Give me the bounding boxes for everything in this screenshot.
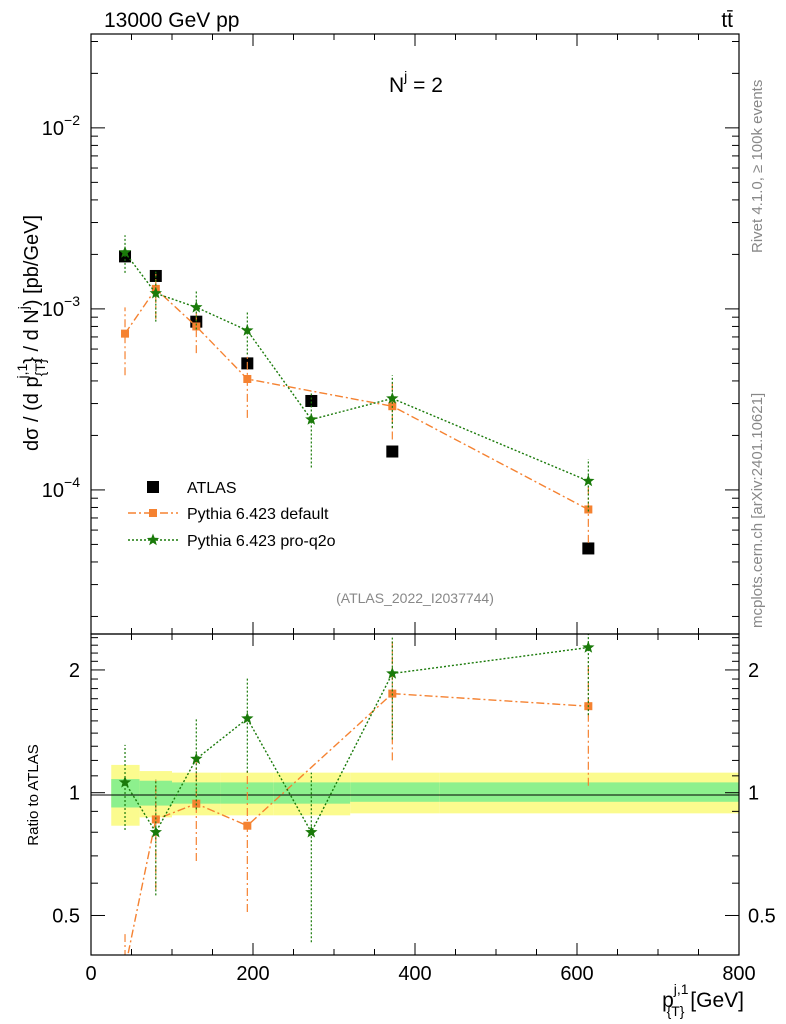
band-green-bin <box>350 782 440 802</box>
legend-label-atlas: ATLAS <box>187 480 237 497</box>
pythia-6-423-pro-q2o-point <box>118 775 132 788</box>
legend-label-pythia-6-423-default: Pythia 6.423 default <box>187 506 329 523</box>
pythia-6-423-pro-q2o-point <box>582 474 595 487</box>
ratio-y-axis-label: Ratio to ATLAS <box>25 744 42 845</box>
x-axis-label: pj,1 {T} [GeV] <box>662 981 744 1019</box>
pythia-6-423-default-point <box>121 965 129 973</box>
main-y-axis-label: dσ / (d p{T}j,1} / d Nj) [pb/GeV] <box>14 215 48 451</box>
y-tick-label: 10−2 <box>42 112 80 140</box>
legend-label-pythia-6-423-pro-q2o: Pythia 6.423 pro-q2o <box>187 533 336 550</box>
pythia-6-423-default-point <box>121 329 130 338</box>
ratio-y-tick-label: 0.5 <box>52 905 80 927</box>
rivet-version-text: Rivet 4.1.0, ≥ 100k events <box>749 80 766 253</box>
ratio-plot-series <box>118 634 595 973</box>
jet-multiplicity-annotation: Nj = 2 <box>389 68 443 97</box>
process-title: 13000 GeV pp <box>104 9 239 32</box>
atlas-point <box>386 445 399 458</box>
axis-tick-labels: 0 200 400 600 800 10−2 10−3 10−4 0.5 0.5 1 1 2 2 <box>42 112 776 985</box>
atlas-point <box>582 542 595 555</box>
pythia-6-423-default-point <box>192 322 201 331</box>
legend-marker-atlas <box>147 481 159 493</box>
pythia-6-423-pro-q2o-line <box>124 252 589 482</box>
pythia-6-423-pro-q2o-point <box>241 712 254 724</box>
x-tick-label: 200 <box>236 963 269 985</box>
pythia-6-423-pro-q2o-point <box>118 246 132 258</box>
x-tick-label: 600 <box>560 963 593 985</box>
analysis-id: (ATLAS_2022_I2037744) <box>336 590 494 606</box>
pythia-6-423-pro-q2o-point <box>305 413 318 425</box>
x-tick-label: 400 <box>398 963 431 985</box>
main-plot-series <box>118 235 595 555</box>
ratio-y-tick-label-right: 1 <box>748 783 759 805</box>
final-state-title: tt̄ <box>721 9 733 32</box>
pythia-6-423-pro-q2o-point <box>305 825 318 838</box>
band-green-bin <box>439 782 739 802</box>
x-tick-label: 800 <box>722 963 755 985</box>
ratio-y-tick-label-right: 0.5 <box>748 905 776 927</box>
ratio-y-tick-label: 2 <box>69 660 80 682</box>
mcplots-source-text: mcplots.cern.ch [arXiv:2401.10621] <box>749 393 766 628</box>
pythia-6-423-pro-q2o-point <box>149 825 162 838</box>
pythia-6-423-pro-q2o-point <box>386 667 399 679</box>
axis-ticks <box>90 34 740 955</box>
legend-marker-pythia-6-423-default <box>149 509 157 517</box>
x-tick-label: 0 <box>85 963 96 985</box>
pythia-6-423-default-line <box>124 287 589 511</box>
pythia-6-423-pro-q2o-point <box>190 752 203 765</box>
pythia-6-423-default-point <box>243 374 252 383</box>
legend: ATLAS Pythia 6.423 default Pythia 6.423 pr… <box>128 480 336 550</box>
pythia-6-423-pro-q2o-point <box>149 286 162 299</box>
atlas-point <box>305 394 318 407</box>
pythia-6-423-default-point <box>584 505 593 514</box>
pythia-6-423-pro-q2o-point <box>241 324 254 336</box>
legend-marker-pythia-6-423-pro-q2o <box>146 533 160 546</box>
pythia-6-423-default-point <box>151 815 160 824</box>
ratio-y-tick-label: 1 <box>69 783 80 805</box>
pythia-6-423-pro-q2o-point <box>190 300 203 313</box>
y-tick-label: 10−3 <box>42 293 80 321</box>
pythia-6-423-default-line <box>127 692 589 955</box>
y-tick-label: 10−4 <box>42 474 80 502</box>
pythia-6-423-pro-q2o-point <box>386 392 399 404</box>
pythia-6-423-default-point <box>243 821 252 830</box>
ratio-y-tick-label-right: 2 <box>748 660 759 682</box>
pythia-6-423-pro-q2o-point <box>582 641 595 653</box>
